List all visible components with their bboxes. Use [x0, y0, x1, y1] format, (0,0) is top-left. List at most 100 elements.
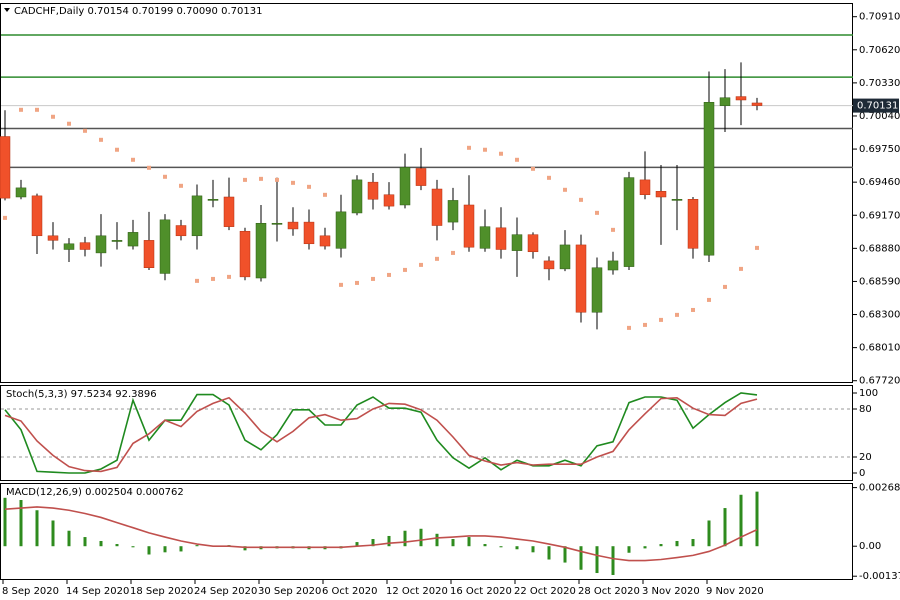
macd-bar	[627, 546, 631, 553]
y-tick-label: 0.70330	[859, 78, 900, 89]
candle-body	[431, 188, 443, 226]
sar-dot	[211, 276, 215, 281]
x-tick-label: 8 Sep 2020	[2, 586, 59, 597]
macd-bar	[723, 508, 727, 547]
x-tick-label: 3 Nov 2020	[642, 586, 700, 597]
sar-dot	[387, 272, 391, 277]
main-header: CADCHF,Daily 0.70154 0.70199 0.70090 0.7…	[14, 6, 262, 17]
y-tick-label: 0.70910	[859, 12, 900, 23]
price-tag	[853, 98, 899, 113]
candle-body	[143, 240, 155, 268]
sar-dot	[483, 147, 487, 152]
candle-body	[383, 194, 395, 207]
macd-bar	[115, 544, 119, 547]
macd-bar	[99, 540, 103, 547]
macd-bar	[611, 546, 615, 575]
candle-body	[111, 240, 123, 242]
macd-bar	[131, 546, 135, 548]
sar-dot	[531, 166, 535, 171]
macd-bar	[243, 546, 247, 551]
sar-dot	[291, 180, 295, 185]
sar-dot	[19, 107, 23, 112]
sar-dot	[83, 128, 87, 133]
sar-dot	[579, 197, 583, 202]
sar-dot	[131, 157, 135, 162]
candle-body	[319, 235, 331, 247]
stoch-signal-label: 92.3896	[115, 389, 156, 400]
candle-body	[47, 235, 59, 241]
sar-dot	[595, 210, 599, 215]
macd-bar	[755, 491, 759, 547]
sar-dot	[51, 114, 55, 119]
sar-dot	[147, 165, 151, 170]
macd-main-label: 0.002504	[85, 487, 133, 498]
sar-dot	[339, 282, 343, 287]
sar-dot	[547, 175, 551, 180]
sar-dot	[243, 177, 247, 182]
candle-body	[31, 195, 43, 237]
y-tick-label: 80	[859, 404, 872, 415]
macd-bar	[595, 546, 599, 574]
candle-body	[223, 196, 235, 227]
macd-header: MACD(12,26,9) 0.002504 0.000762	[6, 487, 184, 498]
sar-dot	[723, 284, 727, 289]
sar-dot	[67, 121, 71, 126]
candle-body	[479, 226, 491, 249]
y-tick-label: 0.69170	[859, 210, 900, 221]
sar-dot	[99, 137, 103, 142]
macd-bar	[387, 535, 391, 547]
macd-bar	[371, 539, 375, 547]
y-tick-label: -0.001376	[859, 571, 900, 582]
stoch-header: Stoch(5,3,3) 97.5234 92.3896	[6, 389, 157, 400]
candle-body	[751, 102, 763, 106]
sar-dot	[163, 174, 167, 179]
candle-body	[415, 168, 427, 186]
macd-bar	[563, 546, 567, 563]
y-tick-label: 0.70620	[859, 45, 900, 56]
candle-body	[303, 221, 315, 245]
stoch-line	[4, 392, 758, 474]
candle-body	[159, 219, 171, 274]
candle-body	[207, 199, 219, 201]
macd-bar	[675, 540, 679, 547]
candle-body	[735, 96, 747, 101]
macd-bar	[147, 546, 151, 555]
y-tick-label: 0.00	[859, 541, 881, 552]
macd-bar	[83, 537, 87, 547]
sar-dot	[755, 245, 759, 250]
candle-body	[351, 179, 363, 214]
macd-bar	[467, 537, 471, 547]
candle-body	[239, 230, 251, 278]
y-tick-label: 0.002689	[859, 483, 900, 494]
candle-body	[447, 200, 459, 223]
sar-dot	[451, 250, 455, 255]
sar-dot	[355, 280, 359, 285]
candle-body	[255, 222, 267, 279]
candle-body	[463, 204, 475, 248]
macd-bar	[51, 520, 55, 547]
macd-bar	[547, 546, 551, 560]
macd-bar	[355, 542, 359, 547]
sar-dot	[563, 187, 567, 192]
macd-bar	[659, 544, 663, 547]
x-tick-label: 12 Oct 2020	[386, 586, 448, 597]
x-tick-label: 28 Oct 2020	[578, 586, 640, 597]
sar-dot	[403, 267, 407, 272]
macd-bar	[531, 546, 535, 553]
candle-body	[639, 179, 651, 195]
sar-dot	[707, 297, 711, 302]
sar-dot	[115, 147, 119, 152]
sar-dot	[643, 322, 647, 327]
macd-bar	[579, 546, 583, 570]
candle-body	[527, 234, 539, 253]
sar-dot	[659, 317, 663, 322]
high-label: 0.70199	[132, 6, 173, 17]
y-tick-label: 20	[859, 452, 872, 463]
y-tick-label: 0.69750	[859, 144, 900, 155]
macd-bar	[67, 530, 71, 547]
candle-body	[575, 244, 587, 313]
macd-bar	[707, 520, 711, 547]
candle-body	[559, 244, 571, 270]
macd-bar	[643, 546, 647, 549]
macd-bar	[179, 546, 183, 552]
